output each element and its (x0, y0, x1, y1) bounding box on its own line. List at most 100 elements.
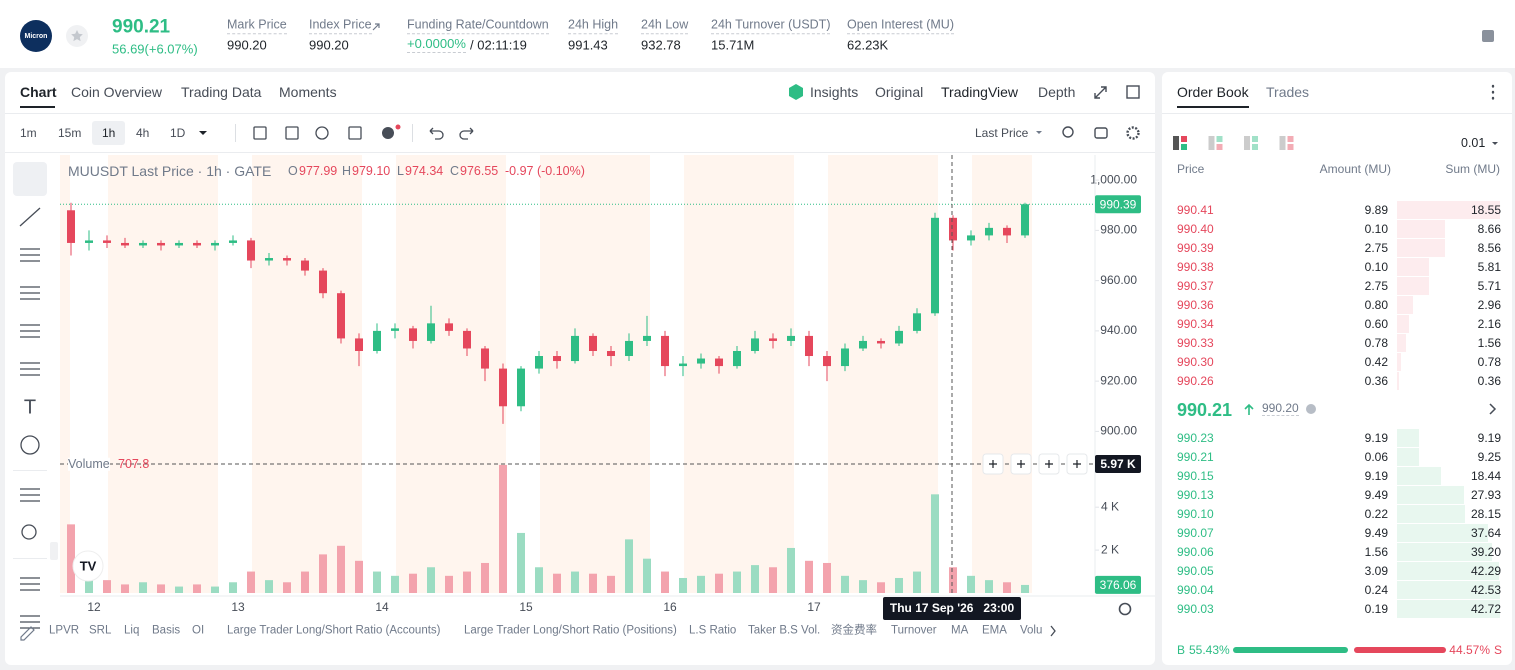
legend-value: 977.99 (299, 163, 338, 178)
stat-value: 62.23K (847, 37, 889, 53)
volume-bar (769, 567, 777, 593)
volume-bar (913, 571, 921, 593)
book-amount: 0.10 (1364, 222, 1388, 236)
price-change: 56.69(+6.07%) (112, 41, 198, 57)
interval-button[interactable]: 1m (20, 126, 37, 140)
book-price[interactable]: 990.37 (1177, 279, 1214, 293)
candle-body (931, 217, 939, 314)
stat-extra: / 02:11:19 (470, 37, 527, 53)
candle-body (1021, 204, 1029, 236)
volume-bar (337, 545, 345, 593)
precision-select[interactable]: 0.01 (1461, 135, 1486, 150)
chart-tab[interactable]: Coin Overview (71, 84, 163, 100)
interval-button[interactable]: 15m (58, 126, 82, 140)
book-price[interactable]: 990.41 (1177, 203, 1214, 217)
book-sum: 5.81 (1477, 260, 1501, 274)
volume-bar (373, 571, 381, 593)
candle-body (643, 335, 651, 341)
chart-tab[interactable]: Moments (279, 84, 337, 100)
indicator-button[interactable]: Volu (1020, 624, 1043, 637)
volume-bar (85, 571, 93, 593)
book-price[interactable]: 990.33 (1177, 336, 1214, 350)
book-price[interactable]: 990.26 (1177, 374, 1214, 388)
book-sum: 5.71 (1477, 279, 1501, 293)
volume-bar (247, 571, 255, 593)
book-sum: 0.36 (1477, 374, 1501, 388)
candle-body (229, 240, 237, 243)
volume-bar (139, 582, 147, 593)
book-sum: 39.20 (1470, 545, 1501, 559)
book-amount: 9.19 (1364, 469, 1388, 483)
drawing-tool (20, 286, 40, 300)
chart-tab[interactable]: Chart (20, 84, 57, 100)
indicator-button[interactable]: Taker B.S Vol. (748, 624, 821, 637)
book-price[interactable]: 990.05 (1177, 564, 1214, 578)
volume-bar (967, 575, 975, 593)
view-tab[interactable]: Depth (1038, 84, 1076, 100)
mark-icon (1306, 404, 1316, 414)
candle-body (391, 328, 399, 331)
book-price[interactable]: 990.06 (1177, 545, 1214, 559)
volume-bar (895, 577, 903, 593)
indicator-button[interactable]: SRL (89, 624, 112, 637)
x-tick-label: 16 (663, 600, 677, 614)
stat-value: 15.71M (711, 37, 755, 53)
indicator-button[interactable]: Large Trader Long/Short Ratio (Positions… (464, 624, 677, 637)
interval-button[interactable]: 1D (170, 126, 186, 140)
book-tab[interactable]: Trades (1266, 84, 1310, 100)
crosshair-time-tag (883, 597, 1021, 620)
book-price[interactable]: 990.13 (1177, 488, 1214, 502)
view-tab[interactable]: TradingView (941, 84, 1019, 100)
volume-tick-label: 4 K (1101, 499, 1119, 513)
view-tab[interactable]: Insights (810, 84, 859, 100)
indicator-button[interactable]: Liq (124, 624, 140, 637)
volume-tick-label: 2 K (1101, 542, 1119, 556)
book-price[interactable]: 990.40 (1177, 222, 1214, 236)
candle-body (589, 335, 597, 351)
book-price[interactable]: 990.15 (1177, 469, 1214, 483)
book-price[interactable]: 990.30 (1177, 355, 1214, 369)
caret-icon (1036, 131, 1042, 134)
book-sum: 9.19 (1477, 431, 1501, 445)
indicator-button[interactable]: L.S Ratio (689, 624, 737, 637)
stat-value: 932.78 (641, 37, 681, 53)
book-price[interactable]: 990.36 (1177, 298, 1214, 312)
book-price[interactable]: 990.23 (1177, 431, 1214, 445)
indicator-button[interactable]: Turnover (891, 624, 937, 637)
price-source[interactable]: Last Price (975, 126, 1029, 140)
indicator-button[interactable]: MA (951, 624, 969, 637)
view-tab[interactable]: Original (875, 84, 924, 100)
book-price[interactable]: 990.34 (1177, 317, 1214, 331)
indicator-button[interactable]: EMA (982, 624, 1007, 637)
book-price[interactable]: 990.39 (1177, 241, 1214, 255)
stat-value: 991.43 (568, 37, 608, 53)
volume-legend-value: 707.8 (118, 456, 150, 471)
candle-body (85, 240, 93, 243)
book-sum: 27.93 (1470, 488, 1501, 502)
book-price[interactable]: 990.38 (1177, 260, 1214, 274)
drawing-tool (20, 615, 40, 629)
book-price[interactable]: 990.04 (1177, 583, 1214, 597)
book-price[interactable]: 990.07 (1177, 526, 1214, 540)
book-price[interactable]: 990.10 (1177, 507, 1214, 521)
indicator-button[interactable]: LPVR (49, 624, 80, 637)
indicator-button[interactable]: Large Trader Long/Short Ratio (Accounts) (227, 624, 441, 637)
indicator-button[interactable]: OI (192, 624, 205, 637)
chart-tab[interactable]: Trading Data (181, 84, 262, 100)
interval-button[interactable]: 4h (136, 126, 150, 140)
indicator-button[interactable]: 资金费率 (831, 624, 877, 637)
indicator-button[interactable]: Basis (152, 624, 181, 637)
book-price[interactable]: 990.21 (1177, 450, 1214, 464)
caret-icon (199, 131, 207, 135)
book-tab[interactable]: Order Book (1177, 84, 1249, 100)
book-price[interactable]: 990.03 (1177, 602, 1214, 616)
depth-bar (1397, 296, 1414, 314)
logo-text: Micron (25, 33, 48, 40)
interval-button[interactable]: 1h (102, 126, 116, 140)
toolbar-separator (235, 124, 236, 142)
book-sum: 42.53 (1470, 583, 1501, 597)
active-tab-underline (20, 106, 55, 108)
book-amount: 9.49 (1364, 488, 1388, 502)
up-arrow-icon (1244, 403, 1254, 415)
book-sum: 9.25 (1477, 450, 1501, 464)
